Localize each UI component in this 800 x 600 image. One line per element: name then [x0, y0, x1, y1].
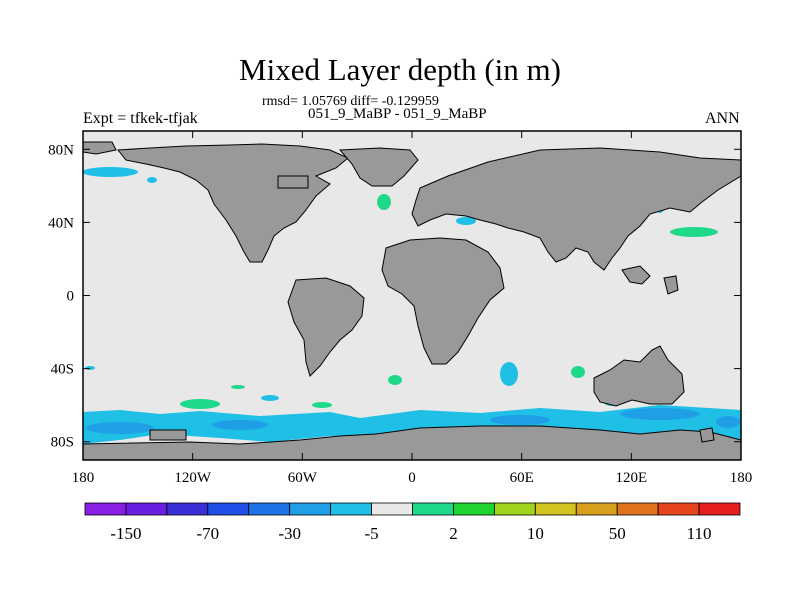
lon-tick-label: 60W — [288, 470, 318, 486]
colorbar-swatch — [575, 502, 618, 516]
colorbar-swatch — [248, 502, 291, 516]
lon-tick-label: 0 — [408, 470, 416, 486]
southeast-asia-land — [621, 265, 679, 295]
colorbar-swatch — [125, 502, 168, 516]
colorbar-swatch — [657, 502, 700, 516]
eurasia-land — [411, 147, 741, 271]
colorbar-swatch — [412, 502, 454, 516]
alaska-land — [83, 141, 117, 155]
plot-title: Mixed Layer depth (in m) — [239, 52, 561, 87]
lat-tick-label: 80S — [51, 435, 74, 451]
lon-tick-label: 180 — [72, 470, 95, 486]
latitude-axis: 80N 40N 0 40S 80S — [48, 142, 741, 451]
antarctica-land — [83, 425, 741, 460]
colorbar-label: -5 — [364, 524, 378, 543]
colorbar-swatch — [207, 502, 250, 516]
lat-tick-label: 80N — [48, 142, 74, 158]
colorbar-swatch — [371, 502, 413, 516]
lat-tick-label: 40N — [48, 215, 74, 231]
greenland-land — [338, 147, 419, 187]
stats-text: rmsd= 1.05769 diff= -0.129959 — [262, 94, 439, 109]
north-america-land — [117, 143, 349, 263]
colorbar-swatch — [166, 502, 209, 516]
period-label: ANN — [705, 110, 740, 127]
colorbar-swatch — [616, 502, 659, 516]
colorbar-label: 2 — [449, 524, 458, 543]
subtitle: 051_9_MaBP - 051_9_MaBP — [308, 106, 487, 122]
colorbar-label: -150 — [110, 524, 141, 543]
lat-tick-label: 40S — [51, 362, 74, 378]
colorbar-swatch — [534, 502, 577, 516]
colorbar-label: 110 — [687, 524, 712, 543]
colorbar-swatch — [330, 502, 372, 516]
longitude-axis: 180 120W 60W 0 60E 120E 180 — [72, 131, 753, 486]
colorbar: -150 -70 -30 -5 2 10 50 110 — [84, 502, 741, 543]
map-panel: 80N 40N 0 40S 80S 180 120W 60W 0 60E 120E 180 — [48, 130, 753, 486]
australia-land — [593, 345, 685, 407]
colorbar-label: -70 — [196, 524, 219, 543]
colorbar-label: -30 — [278, 524, 301, 543]
colorbar-swatch — [84, 502, 127, 516]
lon-tick-label: 60E — [510, 470, 534, 486]
colorbar-swatch — [698, 502, 741, 516]
africa-land — [381, 237, 505, 365]
lat-tick-label: 0 — [67, 289, 75, 305]
experiment-label: Expt = tfkek-tfjak — [83, 110, 198, 127]
colorbar-label: 10 — [527, 524, 544, 543]
colorbar-swatch — [453, 502, 495, 516]
colorbar-swatch — [289, 502, 332, 516]
negative-anomaly-core — [86, 408, 740, 434]
south-america-land — [287, 277, 365, 377]
land-masses — [83, 141, 741, 460]
colorbar-swatch — [493, 502, 536, 516]
lon-tick-label: 120W — [174, 470, 212, 486]
lon-tick-label: 180 — [730, 470, 753, 486]
lon-tick-label: 120E — [615, 470, 647, 486]
new-zealand-land — [699, 427, 715, 443]
colorbar-label: 50 — [609, 524, 626, 543]
